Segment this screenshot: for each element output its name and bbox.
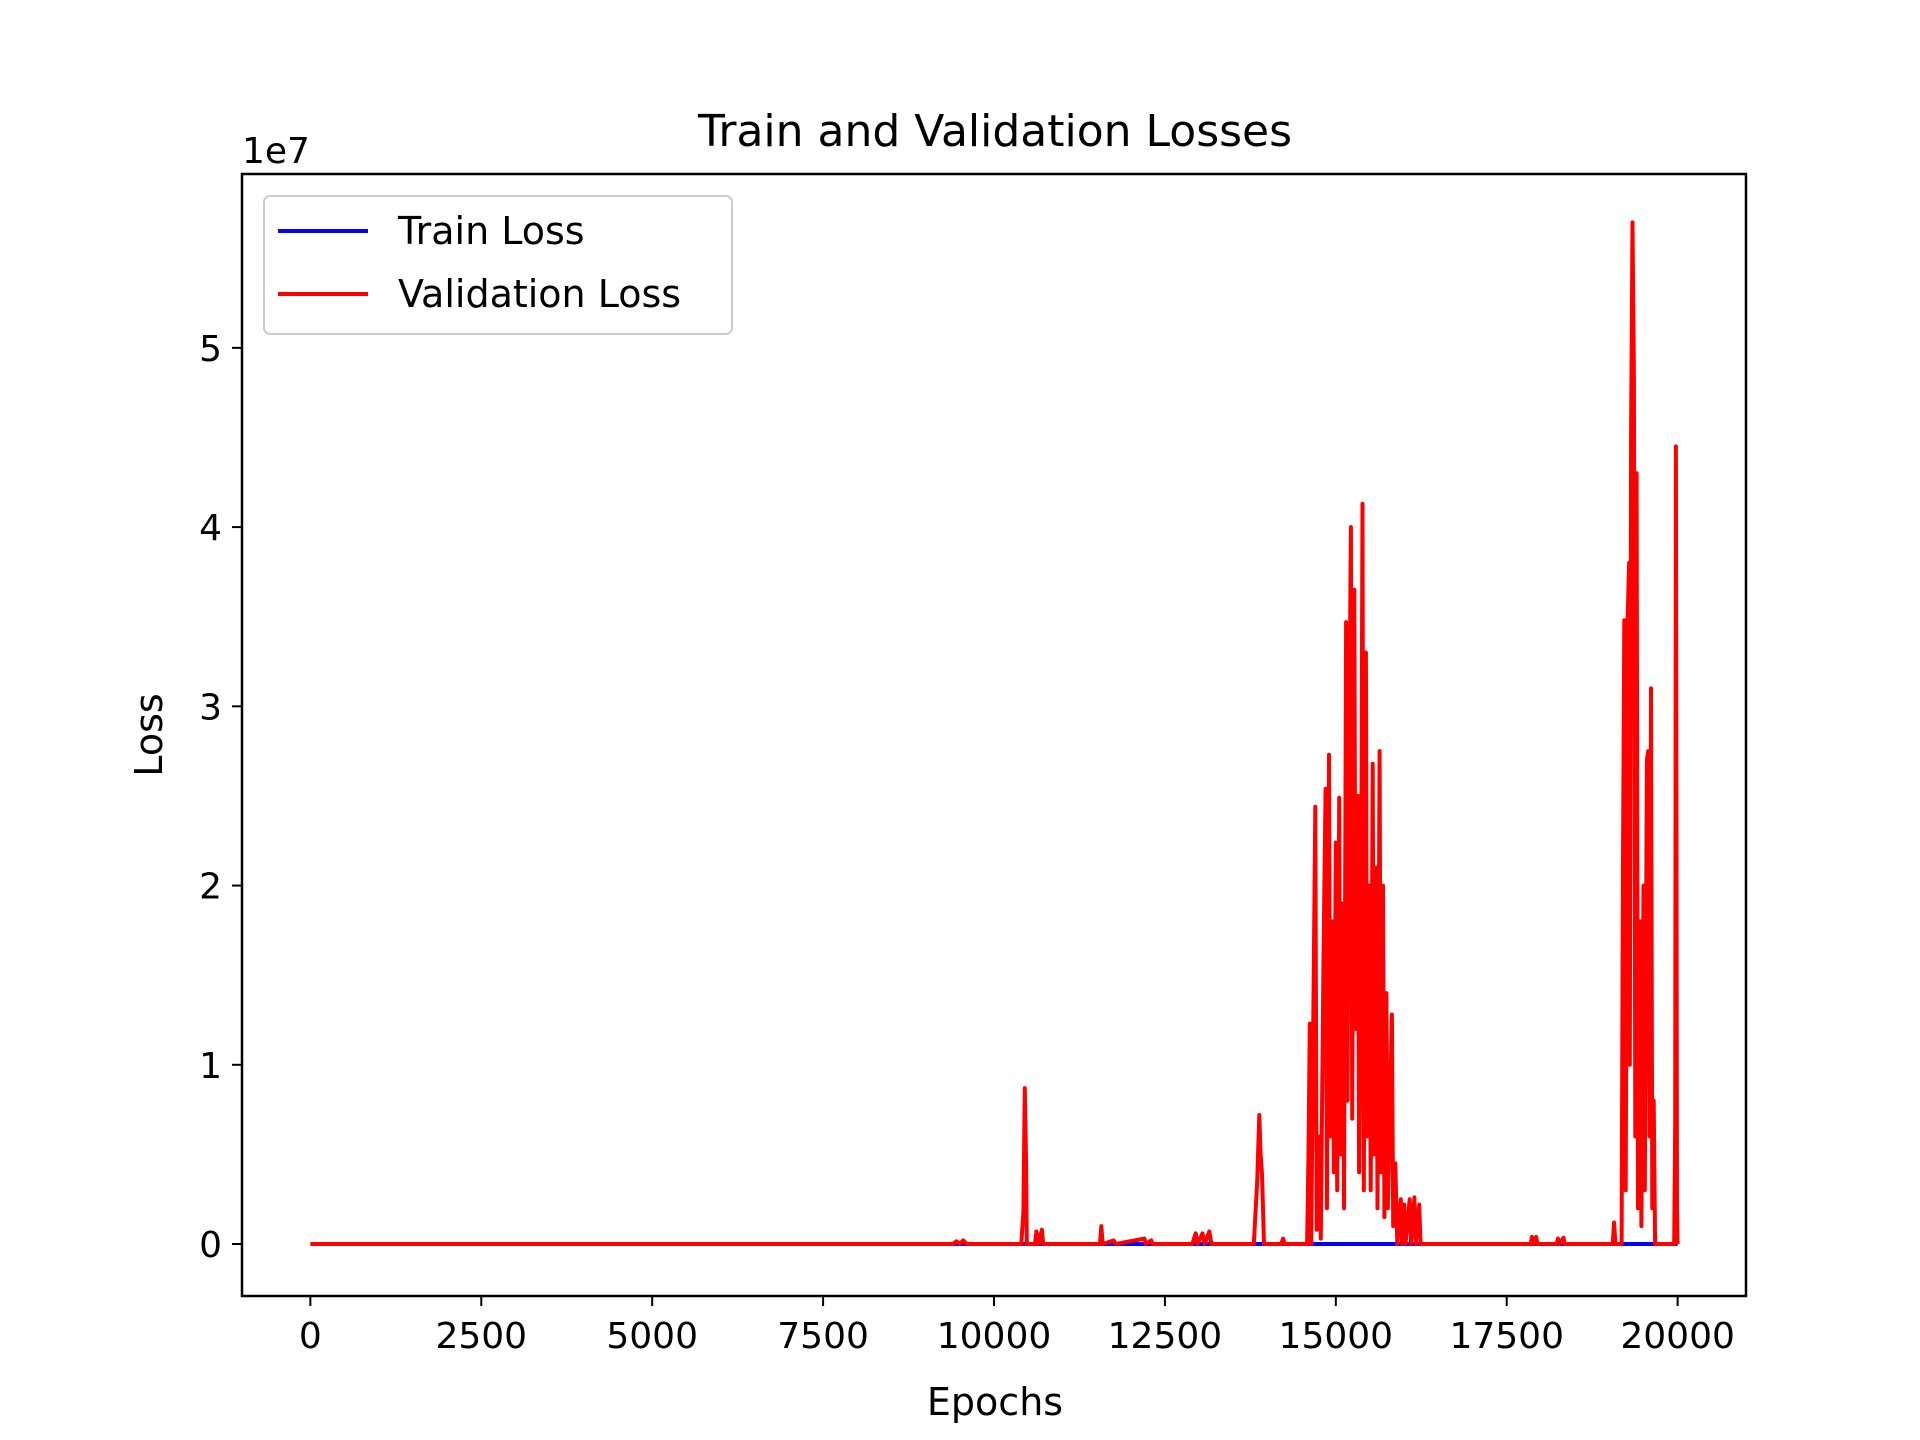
- x-axis-label: Epochs: [927, 1380, 1063, 1424]
- legend-label-train: Train Loss: [397, 209, 585, 253]
- y-tick-label: 1: [199, 1046, 222, 1087]
- plot-lines: [310, 220, 1680, 1246]
- x-tick-label: 12500: [1108, 1316, 1223, 1357]
- y-axis-label: Loss: [127, 693, 171, 776]
- chart-title: Train and Validation Losses: [697, 106, 1292, 157]
- y-tick-label: 4: [199, 508, 222, 549]
- x-tick-label: 0: [299, 1316, 322, 1357]
- x-tick-label: 10000: [937, 1316, 1052, 1357]
- x-tick-label: 5000: [606, 1316, 698, 1357]
- legend-label-validation: Validation Loss: [398, 272, 681, 316]
- y-tick-label: 5: [199, 329, 222, 370]
- x-axis-ticks: 0 2500 5000 7500 10000 12500 15000 17500 20000: [299, 1296, 1735, 1357]
- x-tick-label: 2500: [435, 1316, 527, 1357]
- legend-box: [263, 195, 733, 335]
- y-tick-label: 0: [199, 1225, 222, 1266]
- x-tick-label: 20000: [1620, 1316, 1735, 1357]
- legend: Train Loss Validation Loss: [263, 195, 733, 335]
- series-line-validation-loss: [310, 220, 1680, 1246]
- y-tick-label: 3: [199, 687, 222, 728]
- x-tick-label: 17500: [1449, 1316, 1564, 1357]
- y-tick-label: 2: [199, 867, 222, 908]
- x-tick-label: 7500: [777, 1316, 869, 1357]
- y-offset-label: 1e7: [242, 131, 310, 172]
- y-axis-ticks: 0 1 2 3 4 5: [199, 329, 242, 1266]
- x-tick-label: 15000: [1279, 1316, 1394, 1357]
